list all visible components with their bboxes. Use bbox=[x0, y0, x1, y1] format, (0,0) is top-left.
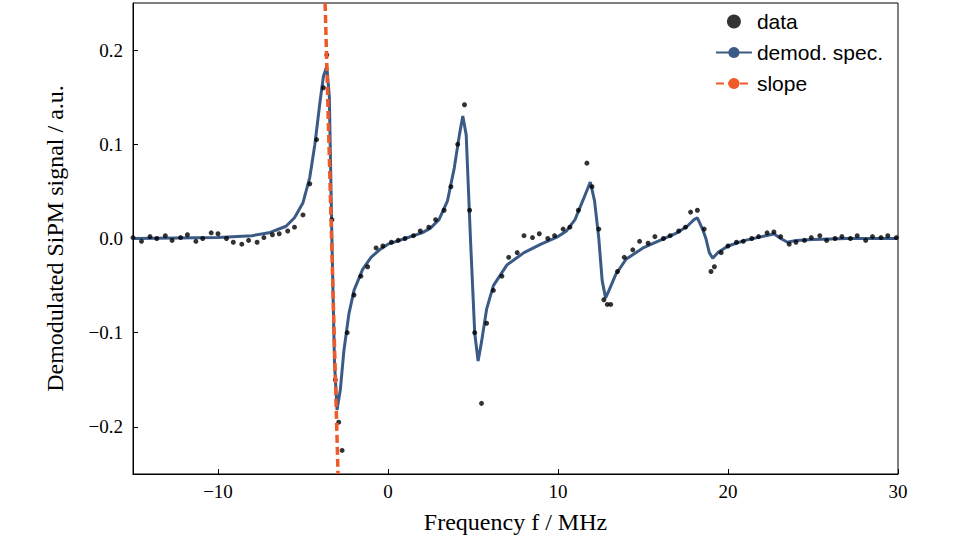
svg-text:0.1: 0.1 bbox=[99, 134, 123, 155]
svg-text:0.0: 0.0 bbox=[99, 228, 123, 249]
svg-text:20: 20 bbox=[719, 481, 738, 502]
svg-text:−10: −10 bbox=[203, 481, 233, 502]
svg-text:−0.1: −0.1 bbox=[89, 322, 123, 343]
svg-text:demod. spec.: demod. spec. bbox=[757, 41, 883, 64]
svg-text:−0.2: −0.2 bbox=[89, 416, 123, 437]
svg-text:0.2: 0.2 bbox=[99, 40, 123, 61]
svg-text:slope: slope bbox=[757, 72, 807, 95]
svg-text:data: data bbox=[757, 10, 798, 33]
svg-text:Demodulated SiPM signal / a.u.: Demodulated SiPM signal / a.u. bbox=[42, 85, 68, 392]
svg-text:Frequency f / MHz: Frequency f / MHz bbox=[424, 509, 607, 535]
svg-text:10: 10 bbox=[549, 481, 568, 502]
svg-text:30: 30 bbox=[889, 481, 908, 502]
svg-text:0: 0 bbox=[383, 481, 393, 502]
